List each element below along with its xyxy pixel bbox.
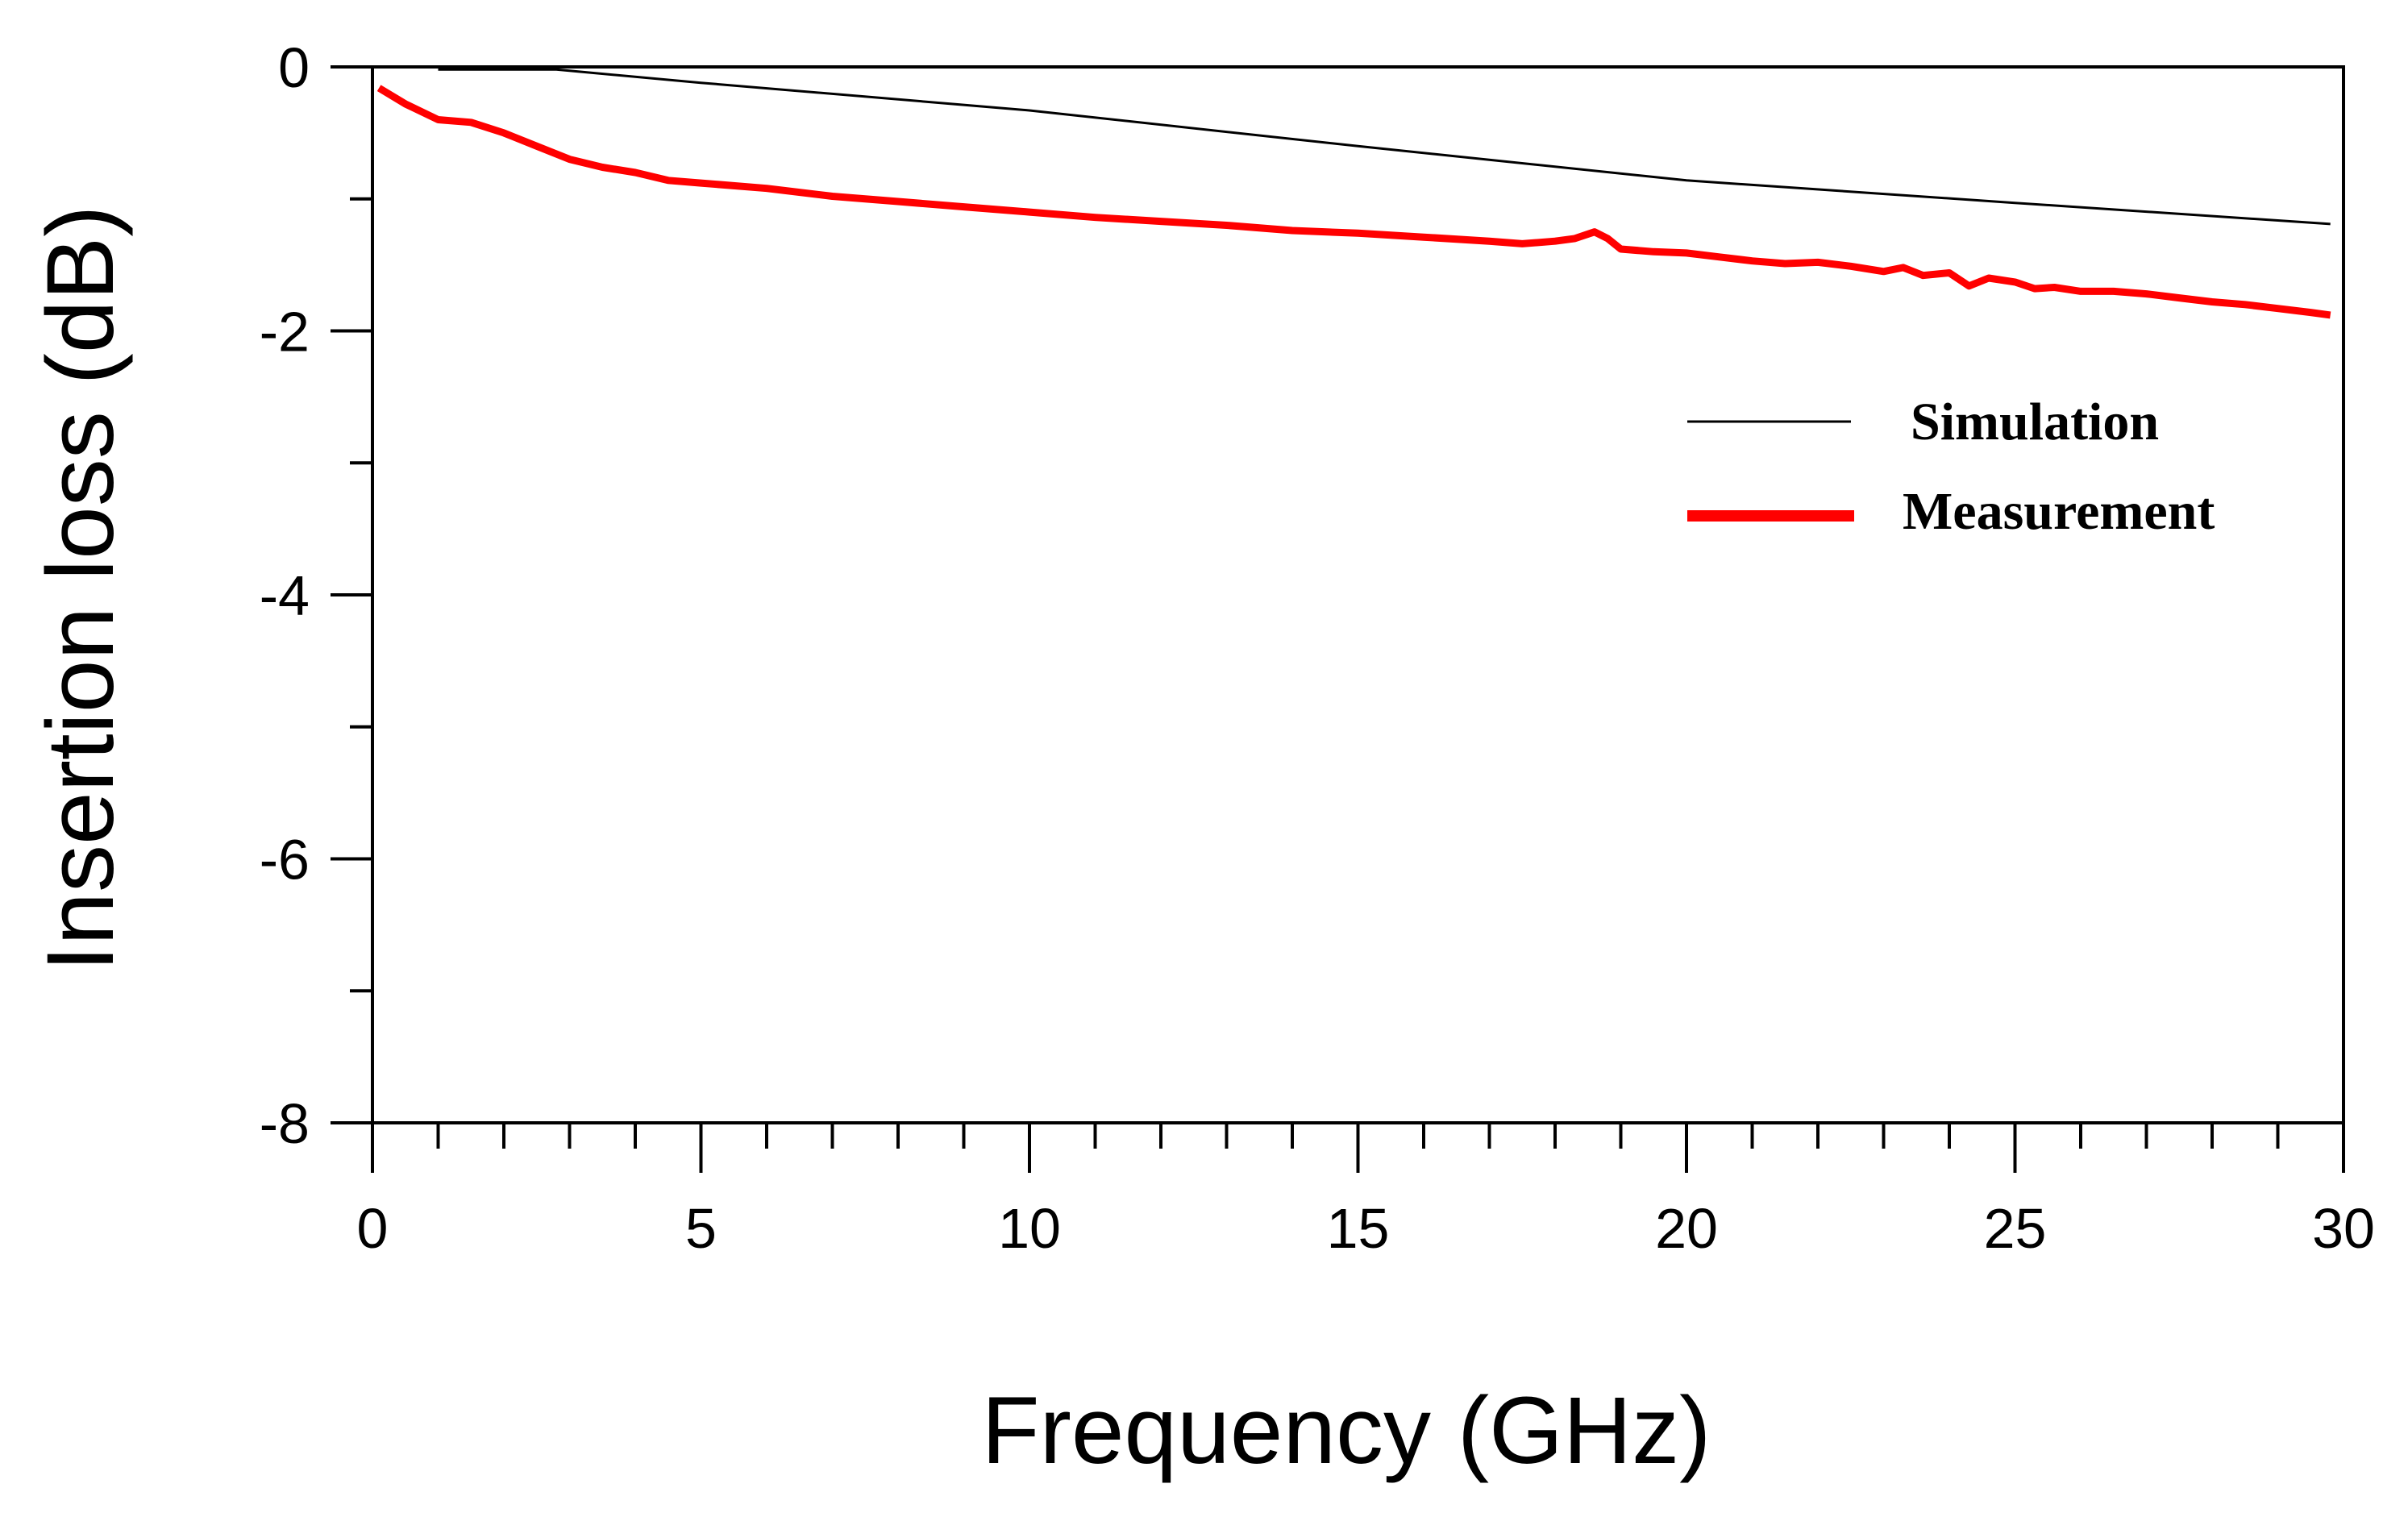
axis-ticks — [331, 65, 2345, 1173]
legend-label-measurement: Measurement — [1903, 482, 2215, 541]
y-tick-label: -8 — [260, 1092, 310, 1155]
x-tick-label: 15 — [1327, 1197, 1390, 1260]
y-tick-label: -2 — [260, 301, 310, 364]
x-tick-label: 25 — [1984, 1197, 2047, 1260]
legend-label-simulation: Simulation — [1911, 393, 2159, 451]
y-tick-label: -6 — [260, 829, 310, 891]
series-layer — [376, 68, 2331, 319]
x-tick-label: 30 — [2312, 1197, 2375, 1260]
series-line-measurement — [376, 85, 2331, 319]
axis-tick-labels: 0 5 10 15 20 25 30 0 -2 -4 -6 -8 — [260, 36, 2375, 1260]
x-axis-title: Frequency (GHz) — [982, 1378, 1711, 1484]
plot-frame — [371, 65, 2345, 1124]
x-tick-label: 20 — [1655, 1197, 1718, 1260]
y-tick-label: -4 — [260, 564, 310, 627]
x-tick-label: 5 — [685, 1197, 717, 1260]
y-tick-label: 0 — [278, 36, 310, 99]
x-tick-label: 10 — [998, 1197, 1061, 1260]
series-line-simulation — [438, 68, 2331, 226]
y-axis-title: Insertion loss (dB) — [27, 206, 134, 972]
legend: Simulation Measurement — [1687, 393, 2215, 541]
x-tick-label: 0 — [357, 1197, 389, 1260]
